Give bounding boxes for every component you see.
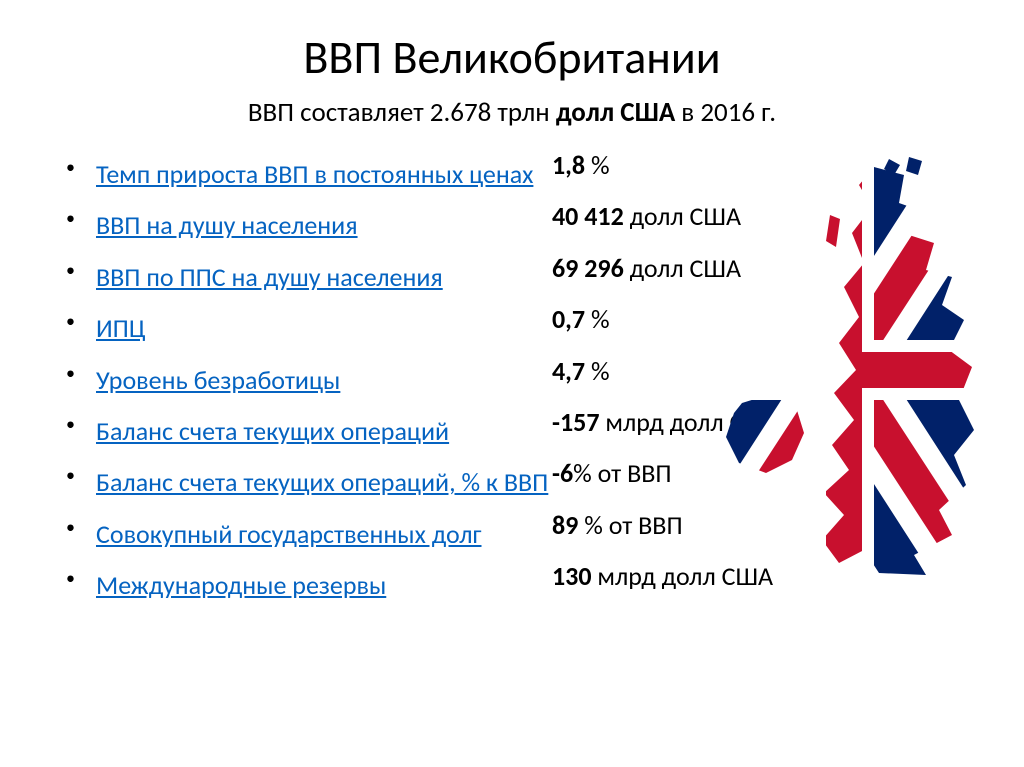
stat-value-number: 130 (552, 560, 597, 592)
stat-value-unit: % (591, 355, 610, 387)
stat-value-unit: % от ВВП (584, 509, 682, 541)
stat-value: 1,8 % (552, 147, 610, 183)
stat-value: -6% от ВВП (552, 455, 672, 491)
stat-value-number: 69 296 (552, 252, 630, 284)
stat-link[interactable]: ВВП на душу населения (96, 207, 358, 243)
bullet-icon: • (66, 206, 96, 242)
stat-value-unit: % (591, 303, 610, 335)
subtitle-bold: долл США (556, 96, 675, 129)
stat-value-number: -157 (552, 406, 605, 438)
stat-link[interactable]: Совокупный государственных долг (96, 516, 482, 552)
stat-value-number: -6 (552, 457, 573, 489)
row-left: •ВВП по ППС на душу населения (66, 259, 546, 295)
row-left: •Уровень безработицы (66, 362, 546, 398)
stat-value-number: 0,7 (552, 303, 591, 335)
stat-value: 0,7 % (552, 301, 610, 337)
row-left: •Баланс счета текущих операций, % к ВВП (66, 464, 546, 500)
bullet-icon: • (66, 258, 96, 294)
stat-value: 4,7 % (552, 353, 610, 389)
row-left: •ИПЦ (66, 310, 546, 346)
uk-flag-map (704, 155, 984, 585)
row-left: •ВВП на душу населения (66, 207, 546, 243)
page-title: ВВП Великобритании (60, 30, 964, 86)
stat-value-number: 4,7 (552, 355, 591, 387)
bullet-icon: • (66, 463, 96, 499)
stat-link[interactable]: ИПЦ (96, 310, 145, 346)
stat-value-unit: % (585, 149, 609, 181)
stat-link[interactable]: Темп прироста ВВП в постоянных ценах (96, 156, 533, 192)
stat-link[interactable]: Уровень безработицы (96, 362, 340, 398)
subtitle-post: в 2016 г. (675, 96, 776, 129)
stat-value: 89 % от ВВП (552, 507, 683, 543)
stat-link[interactable]: Баланс счета текущих операций (96, 413, 449, 449)
bullet-icon: • (66, 309, 96, 345)
bullet-icon: • (66, 515, 96, 551)
subtitle-pre: ВВП составляет 2.678 трлн (248, 96, 556, 129)
stat-link[interactable]: Баланс счета текущих операций, % к ВВП (96, 464, 548, 500)
row-left: •Баланс счета текущих операций (66, 413, 546, 449)
stat-value-number: 89 (552, 509, 584, 541)
stat-link[interactable]: ВВП по ППС на душу населения (96, 259, 443, 295)
subtitle: ВВП составляет 2.678 трлн долл США в 201… (60, 96, 964, 129)
stat-value-number: 1,8 (552, 149, 585, 181)
stat-value-unit: % от ВВП (573, 457, 671, 489)
slide: ВВП Великобритании ВВП составляет 2.678 … (0, 0, 1024, 640)
row-left: •Темп прироста ВВП в постоянных ценах (66, 156, 546, 192)
bullet-icon: • (66, 155, 96, 191)
row-left: •Международные резервы (66, 567, 546, 603)
stat-value-number: 40 412 (552, 200, 630, 232)
bullet-icon: • (66, 566, 96, 602)
bullet-icon: • (66, 361, 96, 397)
row-left: •Совокупный государственных долг (66, 516, 546, 552)
stat-link[interactable]: Международные резервы (96, 567, 386, 603)
bullet-icon: • (66, 412, 96, 448)
